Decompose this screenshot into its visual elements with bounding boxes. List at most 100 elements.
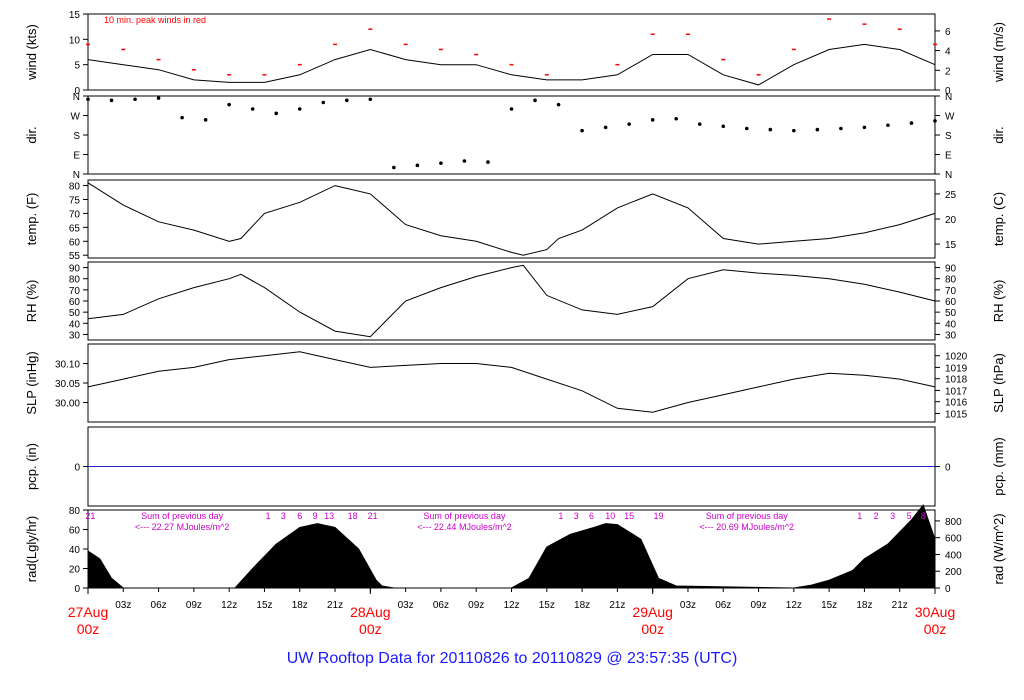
radiation-hour-mark: 2 — [874, 511, 879, 521]
right-tick-label-slp: 1019 — [945, 363, 968, 374]
right-tick-label-rad: 800 — [945, 517, 962, 528]
x-tick-label: 12z — [786, 600, 802, 611]
right-tick-label-wind: 0 — [945, 86, 951, 97]
panel-frame-wind — [87, 13, 936, 91]
direction-point — [627, 122, 631, 126]
right-axis-label-rad: rad (W/m^2) — [991, 513, 1006, 584]
left-tick-label-rad: 20 — [69, 565, 81, 576]
radiation-hour-mark: 6 — [589, 511, 594, 521]
x-tick-label: 21z — [609, 600, 625, 611]
x-tick-label: 03z — [398, 600, 414, 611]
direction-point — [486, 160, 490, 164]
radiation-hour-mark: 13 — [324, 511, 334, 521]
right-tick-label-rad: 0 — [945, 584, 951, 595]
radiation-hour-mark: 3 — [574, 511, 579, 521]
left-tick-label-temp: 65 — [69, 223, 81, 234]
radiation-hour-mark: 21 — [85, 511, 95, 521]
x-tick-label: 06z — [151, 600, 167, 611]
left-tick-label-dir: E — [73, 151, 80, 162]
direction-point — [439, 161, 443, 165]
direction-point — [603, 125, 608, 130]
left-tick-label-dir: S — [73, 131, 80, 142]
day-hour-label: 00z — [77, 621, 100, 637]
right-tick-label-dir: S — [945, 131, 952, 142]
x-tick-label: 15z — [821, 600, 837, 611]
daily-sum-value: <--- 22.27 MJoules/m^2 — [135, 522, 230, 532]
day-hour-label: 00z — [359, 621, 382, 637]
series-line-temp — [87, 182, 936, 256]
radiation-hour-mark: 21 — [368, 511, 378, 521]
x-tick-label: 21z — [892, 600, 908, 611]
left-axis-label-pcp: pcp. (in) — [24, 443, 39, 490]
x-tick-label: 18z — [574, 600, 590, 611]
direction-point — [133, 97, 137, 102]
left-tick-label-rh: 30 — [69, 330, 81, 341]
direction-point — [933, 119, 937, 123]
x-tick-label: 03z — [680, 600, 696, 611]
right-tick-label-rh: 90 — [945, 264, 957, 275]
direction-point — [274, 111, 279, 116]
left-tick-label-rh: 50 — [69, 308, 81, 319]
direction-point — [509, 107, 514, 111]
left-tick-label-wind: 0 — [74, 86, 80, 97]
direction-point — [792, 128, 796, 133]
direction-point — [533, 98, 537, 103]
panel-frame-rh — [87, 261, 936, 341]
radiation-hour-mark: 1 — [857, 511, 862, 521]
right-tick-label-slp: 1018 — [945, 375, 968, 386]
direction-point — [415, 163, 420, 168]
right-tick-label-slp: 1017 — [945, 386, 968, 397]
right-tick-label-rh: 40 — [945, 319, 957, 330]
left-tick-label-wind: 15 — [69, 10, 81, 21]
right-tick-label-rad: 400 — [945, 550, 962, 561]
left-axis-label-dir: dir. — [24, 126, 39, 143]
left-tick-label-slp: 30.00 — [55, 399, 80, 410]
direction-point — [203, 118, 208, 122]
x-tick-label: 18z — [856, 600, 872, 611]
radiation-hour-mark: 10 — [605, 511, 615, 521]
direction-point — [674, 116, 678, 121]
series-line-wind — [87, 43, 936, 86]
right-axis-label-pcp: pcp. (mm) — [991, 437, 1006, 496]
direction-point — [839, 126, 843, 131]
direction-point — [768, 127, 773, 132]
left-tick-label-slp: 30.10 — [55, 360, 80, 371]
left-tick-label-rh: 80 — [69, 275, 81, 286]
x-tick-label: 06z — [715, 600, 731, 611]
right-axis-label-temp: temp. (C) — [991, 192, 1006, 246]
series-line-slp — [87, 351, 936, 413]
direction-point — [744, 126, 749, 131]
right-tick-label-temp: 20 — [945, 215, 957, 226]
direction-point — [227, 102, 231, 107]
x-tick-label: 09z — [468, 600, 484, 611]
radiation-hour-mark: 18 — [348, 511, 358, 521]
left-tick-label-temp: 80 — [69, 182, 81, 193]
left-tick-label-slp: 30.05 — [55, 379, 80, 390]
radiation-hour-mark: 6 — [297, 511, 302, 521]
radiation-hour-mark: 5 — [907, 511, 912, 521]
right-axis-label-dir: dir. — [991, 126, 1006, 143]
right-tick-label-rh: 60 — [945, 297, 957, 308]
right-axis-label-rh: RH (%) — [991, 280, 1006, 323]
right-tick-label-rh: 30 — [945, 330, 957, 341]
right-tick-label-temp: 25 — [945, 190, 957, 201]
day-label: 27Aug — [68, 604, 108, 620]
left-tick-label-temp: 75 — [69, 196, 81, 207]
right-tick-label-dir: E — [945, 151, 952, 162]
direction-point — [697, 122, 702, 126]
direction-point — [297, 107, 302, 111]
x-tick-label: 09z — [750, 600, 766, 611]
direction-point — [650, 118, 655, 122]
right-tick-label-rad: 600 — [945, 534, 962, 545]
left-axis-label-rh: RH (%) — [24, 280, 39, 323]
daily-sum-title: Sum of previous day — [423, 511, 506, 521]
x-tick-label: 12z — [221, 600, 237, 611]
panel-frame-temp — [87, 179, 936, 259]
radiation-hour-mark: 3 — [890, 511, 895, 521]
right-tick-label-pcp: 0 — [945, 463, 951, 474]
left-tick-label-dir: N — [73, 170, 80, 181]
right-tick-label-wind: 6 — [945, 27, 951, 38]
right-tick-label-slp: 1016 — [945, 398, 968, 409]
right-tick-label-rad: 200 — [945, 567, 962, 578]
